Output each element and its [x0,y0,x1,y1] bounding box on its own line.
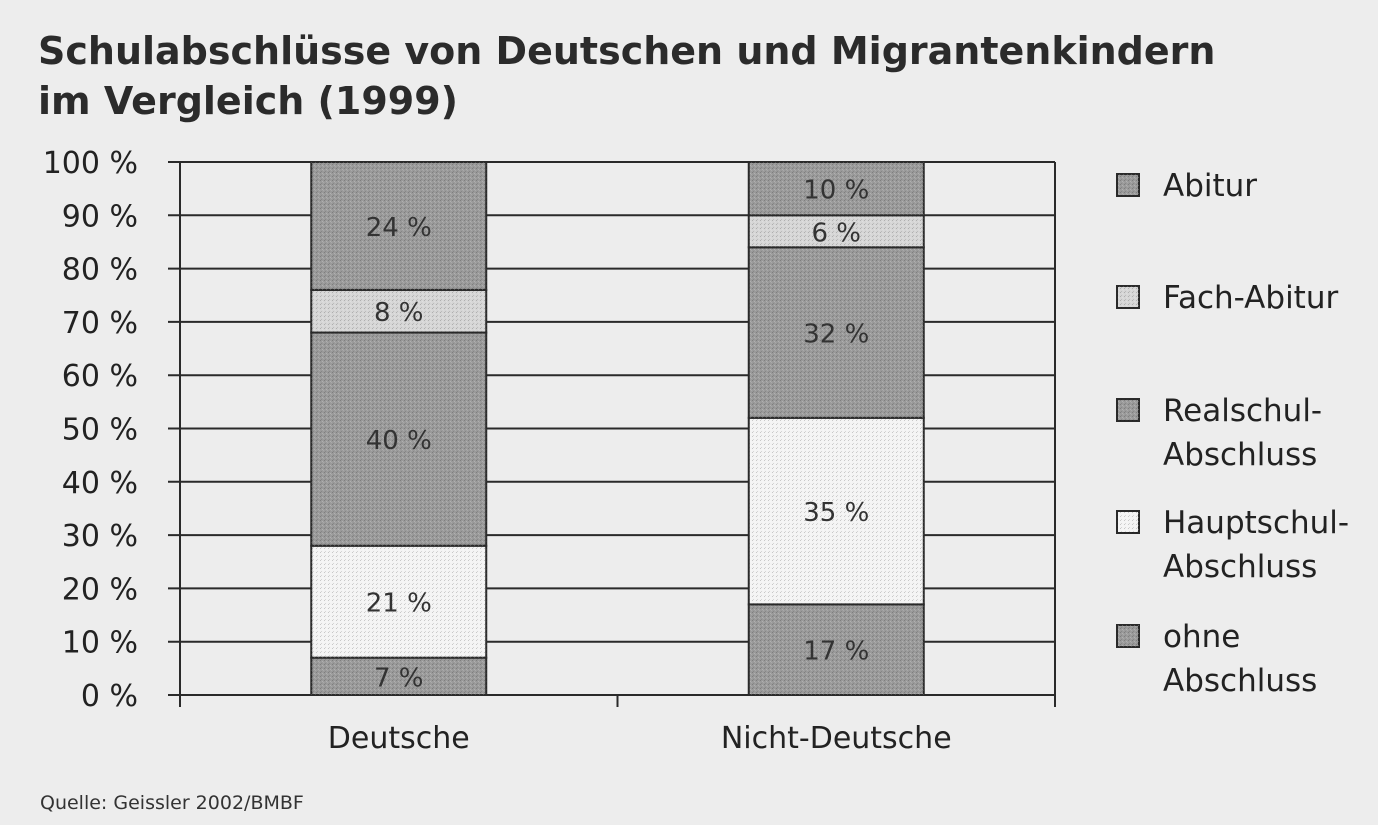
bars [310,161,925,697]
y-tick-label: 40 % [62,466,138,501]
data-label: 6 % [811,218,861,248]
legend-label: Fach-Abitur [1163,280,1338,316]
data-labels: 7 % 21 % 40 % 8 % 24 % 17 % 35 % 32 % 6 % 10 % [366,176,870,694]
data-label: 21 % [366,589,432,619]
data-label: 40 % [366,426,432,456]
x-category-label: Deutsche [328,721,470,756]
y-tick-label: 0 % [81,679,138,714]
y-tick-label: 30 % [62,519,138,554]
x-category-label: Nicht-Deutsche [721,721,952,756]
chart-title: Schulabschlüsse von Deutschen und Migran… [38,26,1215,126]
bar-segment-texture [748,215,924,248]
bar-segment-texture [748,604,924,695]
data-label: 35 % [803,498,869,528]
legend-label: ohne [1163,619,1240,655]
legend-label: Hauptschul- [1163,505,1349,541]
legend-label: Abschluss [1163,437,1317,473]
bar-segment-texture [311,545,487,658]
bar-segment-texture [311,162,487,290]
y-tick-label: 50 % [62,413,138,448]
data-label: 8 % [374,298,424,328]
bar-segment-texture [311,289,487,333]
bar-segment-texture [311,332,487,546]
legend-swatch-texture [1117,625,1139,647]
chart-title-line-1: Schulabschlüsse von Deutschen und Migran… [38,29,1216,73]
y-tick-label: 90 % [62,199,138,234]
legend-swatch-texture [1117,174,1139,196]
y-tick-label: 60 % [62,359,138,394]
axes: 0 % 10 % 20 % 30 % 40 % 50 % 60 % 70 % 80 % 90 % 1… [43,146,1056,756]
y-tick-label: 20 % [62,572,138,607]
y-tick-label: 70 % [62,306,138,341]
legend-swatch-texture [1117,511,1139,533]
bar-segment-texture [748,247,924,418]
y-tick-label: 100 % [43,146,138,181]
legend-swatch-texture [1117,399,1139,421]
y-tick-label: 80 % [62,253,138,288]
chart-title-line-2: im Vergleich (1999) [38,79,459,123]
legend-label: Abitur [1163,168,1257,204]
data-label: 10 % [803,176,869,206]
legend-label: Abschluss [1163,549,1317,585]
bar-segment-texture [748,162,924,216]
legend-label: Abschluss [1163,663,1317,699]
data-label: 32 % [803,320,869,350]
data-label: 17 % [803,637,869,667]
data-label: 24 % [366,213,432,243]
y-tick-label: 10 % [62,626,138,661]
source-note: Quelle: Geissler 2002/BMBF [40,792,304,814]
legend: Abitur Fach-Abitur Realschul- Abschluss Haup… [1116,168,1349,699]
legend-swatch-texture [1117,286,1139,308]
data-label: 7 % [374,663,424,693]
bar-segment-texture [748,417,924,605]
legend-label: Realschul- [1163,393,1322,429]
bar-segment-texture [311,657,487,695]
